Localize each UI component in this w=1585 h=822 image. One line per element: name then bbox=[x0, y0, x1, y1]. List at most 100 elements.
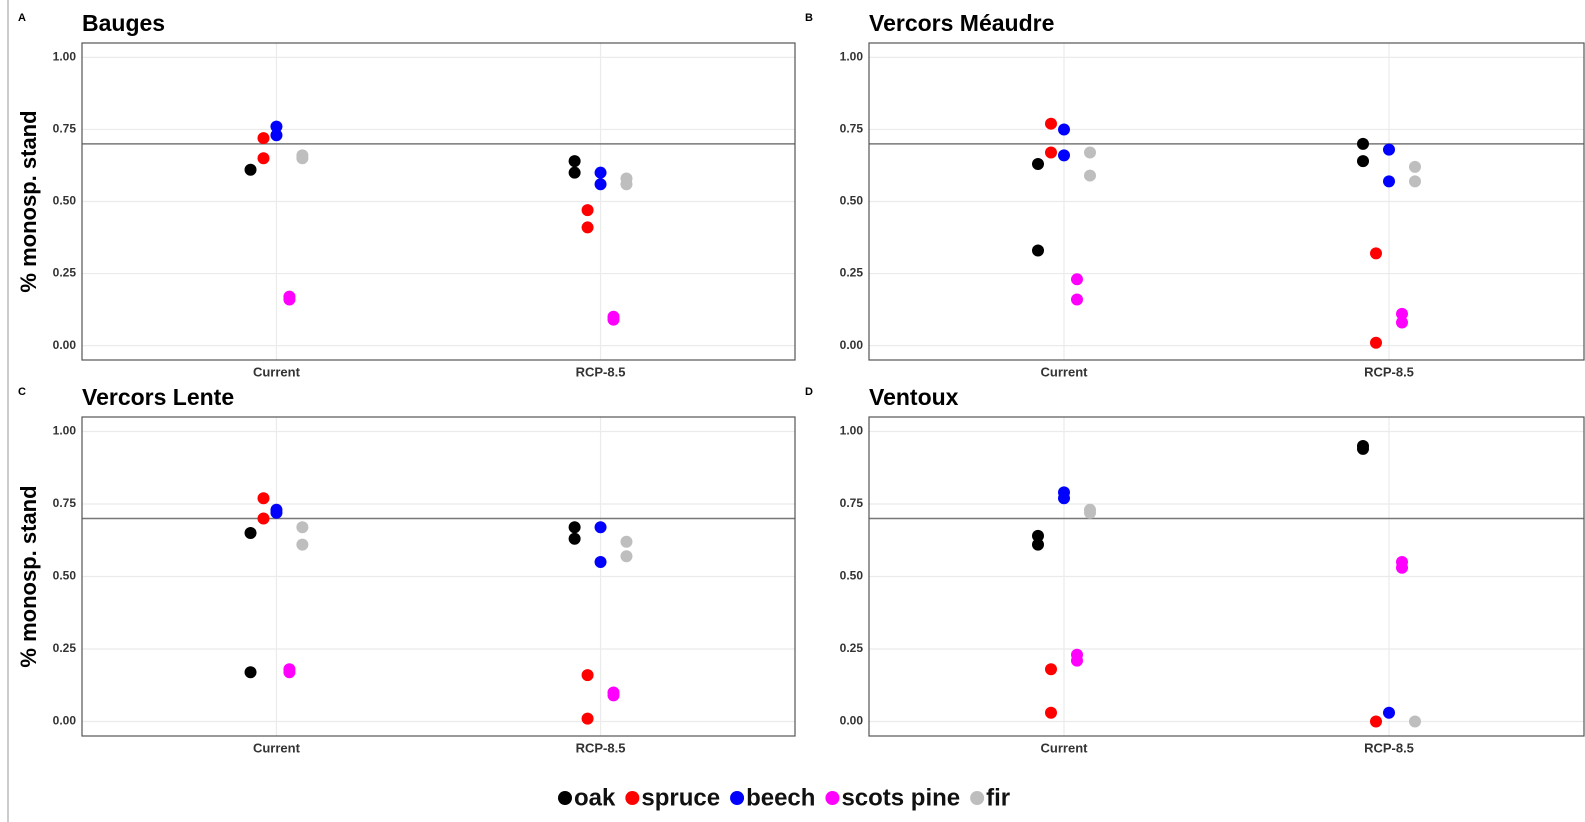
point bbox=[1409, 715, 1421, 728]
panel-label: A bbox=[18, 12, 26, 24]
point bbox=[1370, 715, 1382, 728]
point bbox=[1383, 706, 1395, 719]
y-tick-label: 0.75 bbox=[53, 122, 77, 136]
point bbox=[244, 163, 257, 176]
y-tick-label: 0.75 bbox=[840, 122, 864, 136]
panel-label: D bbox=[805, 386, 813, 398]
point bbox=[1383, 143, 1395, 156]
point bbox=[1084, 506, 1096, 519]
x-tick-label: Current bbox=[253, 364, 301, 379]
point bbox=[1058, 149, 1070, 162]
point bbox=[1383, 175, 1395, 188]
point bbox=[1084, 169, 1096, 182]
panel-title: Ventoux bbox=[869, 384, 959, 410]
point bbox=[1409, 160, 1421, 173]
point bbox=[296, 521, 309, 534]
legend-marker bbox=[970, 791, 985, 805]
point bbox=[568, 166, 581, 179]
legend-label: spruce bbox=[641, 784, 720, 811]
y-tick-label: 0.00 bbox=[53, 714, 77, 728]
y-tick-label: 0.00 bbox=[53, 338, 77, 352]
y-tick-label: 0.50 bbox=[53, 569, 77, 583]
point bbox=[1045, 146, 1057, 159]
legend-label: oak bbox=[574, 784, 616, 811]
point bbox=[270, 506, 283, 519]
y-tick-label: 0.00 bbox=[840, 714, 864, 728]
point bbox=[257, 512, 270, 525]
point bbox=[1058, 492, 1070, 505]
panel-title: Vercors Lente bbox=[82, 384, 234, 410]
point bbox=[581, 669, 594, 682]
point bbox=[244, 527, 257, 539]
point bbox=[1032, 538, 1044, 551]
legend-marker bbox=[558, 791, 572, 805]
point bbox=[1409, 175, 1421, 188]
legend-label: scots pine bbox=[841, 784, 960, 811]
point bbox=[568, 155, 581, 168]
point bbox=[1370, 336, 1382, 349]
legend-label: fir bbox=[986, 784, 1010, 811]
point bbox=[1357, 137, 1369, 150]
point bbox=[620, 535, 633, 548]
panel-title: Vercors Méaudre bbox=[869, 10, 1054, 36]
point bbox=[283, 293, 296, 306]
point bbox=[296, 538, 309, 551]
point bbox=[1396, 561, 1408, 574]
point bbox=[581, 712, 594, 725]
point bbox=[620, 550, 633, 563]
y-tick-label: 0.25 bbox=[840, 266, 864, 280]
x-tick-label: RCP-8.5 bbox=[576, 740, 626, 755]
point bbox=[1370, 247, 1382, 260]
panel-label: C bbox=[18, 386, 26, 398]
x-tick-label: RCP-8.5 bbox=[576, 364, 626, 379]
point bbox=[1045, 663, 1057, 676]
point bbox=[296, 152, 309, 165]
point bbox=[244, 666, 257, 679]
y-tick-label: 1.00 bbox=[840, 50, 864, 64]
point bbox=[257, 152, 270, 165]
point bbox=[607, 689, 620, 702]
point bbox=[270, 129, 283, 142]
point bbox=[1396, 307, 1408, 320]
legend-label: beech bbox=[746, 784, 815, 811]
point bbox=[1032, 529, 1044, 542]
point bbox=[1084, 146, 1096, 159]
y-tick-label: 0.25 bbox=[53, 641, 77, 655]
panel-title: Bauges bbox=[82, 10, 165, 36]
y-axis-label: % monosp. stand bbox=[16, 485, 41, 667]
y-tick-label: 1.00 bbox=[53, 424, 77, 438]
x-tick-label: RCP-8.5 bbox=[1364, 740, 1414, 755]
y-tick-label: 0.50 bbox=[840, 569, 864, 583]
point bbox=[257, 132, 270, 145]
point bbox=[581, 204, 594, 217]
point bbox=[1045, 117, 1057, 130]
y-tick-label: 0.50 bbox=[840, 194, 864, 208]
y-tick-label: 1.00 bbox=[53, 50, 77, 64]
point bbox=[270, 120, 283, 133]
point bbox=[1357, 155, 1369, 168]
x-tick-label: Current bbox=[253, 740, 301, 755]
point bbox=[1032, 158, 1044, 171]
point bbox=[1032, 244, 1044, 257]
panel-border bbox=[868, 416, 1585, 737]
point bbox=[594, 556, 607, 568]
point bbox=[620, 178, 633, 191]
point bbox=[594, 166, 607, 179]
y-tick-label: 0.75 bbox=[53, 496, 77, 510]
y-tick-label: 0.50 bbox=[53, 194, 77, 208]
point bbox=[1045, 706, 1057, 719]
y-tick-label: 0.25 bbox=[53, 266, 77, 280]
point bbox=[283, 666, 296, 679]
x-tick-label: Current bbox=[1041, 740, 1089, 755]
point bbox=[257, 492, 270, 505]
y-tick-label: 0.75 bbox=[840, 496, 864, 510]
panel-label: B bbox=[805, 12, 813, 24]
y-axis-label: % monosp. stand bbox=[16, 110, 41, 292]
panel-border bbox=[868, 42, 1585, 361]
point bbox=[594, 521, 607, 534]
panel-border bbox=[81, 416, 796, 737]
point bbox=[1071, 293, 1083, 306]
point bbox=[1071, 273, 1083, 286]
panel-border bbox=[81, 42, 796, 361]
